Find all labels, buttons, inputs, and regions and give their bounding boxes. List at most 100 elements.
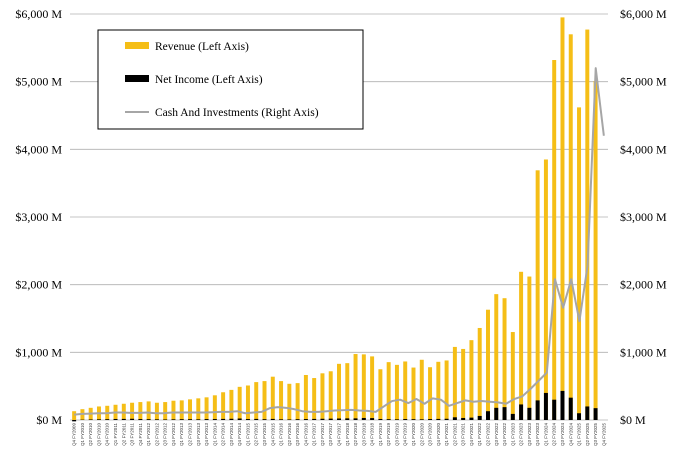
net-income-bar	[254, 418, 259, 420]
net-income-bar	[394, 419, 399, 420]
x-tick-label: Q1 FY2019	[378, 423, 383, 447]
x-tick-label: Q3 FY2019	[394, 423, 399, 447]
left-tick-label: $3,000 M	[15, 210, 62, 224]
x-tick-label: Q2 FY2018	[353, 423, 358, 447]
net-income-bar	[312, 418, 317, 420]
revenue-bar	[337, 363, 341, 420]
revenue-bar	[370, 356, 375, 420]
net-income-bar	[262, 419, 267, 420]
net-income-bar	[519, 404, 524, 420]
x-tick-label: Q2 FY2015	[254, 423, 259, 447]
right-tick-label: $1,000 M	[620, 345, 667, 359]
revenue-bar	[444, 360, 449, 420]
x-tick-label: Q4 FY2018	[370, 423, 375, 447]
left-tick-label: $4,000 M	[15, 142, 62, 156]
revenue-bar	[212, 395, 217, 420]
revenue-bar	[279, 381, 284, 420]
net-income-bar	[287, 419, 292, 420]
right-tick-label: $0 M	[620, 413, 646, 427]
left-tick-label: $2,000 M	[15, 278, 62, 292]
right-tick-label: $2,000 M	[620, 278, 667, 292]
revenue-bar	[154, 402, 159, 420]
revenue-bar	[394, 364, 399, 420]
x-tick-label: Q2 FY2012	[154, 423, 159, 447]
revenue-bar	[535, 170, 540, 420]
net-income-bar	[96, 419, 101, 420]
net-income-bar	[188, 419, 193, 420]
x-tick-label: Q1 FY2012	[146, 423, 151, 447]
net-income-bar	[452, 417, 457, 420]
revenue-bar	[428, 367, 433, 420]
revenue-bar	[494, 294, 499, 420]
net-income-bar	[477, 415, 482, 420]
net-income-bar	[428, 419, 433, 420]
net-income-bar	[279, 419, 284, 420]
net-income-bar	[552, 399, 557, 420]
net-income-bar	[229, 418, 234, 420]
net-income-bar	[237, 418, 242, 420]
net-income-bar	[121, 418, 126, 420]
x-tick-label: Q2 FY2024	[552, 423, 557, 447]
net-income-bar	[378, 418, 383, 420]
revenue-bar	[477, 327, 482, 420]
x-tick-label: Q1 FY2016	[279, 423, 284, 447]
x-tick-label: Q2 FY2010	[88, 423, 93, 447]
x-tick-label: Q2 FY2023	[519, 423, 524, 447]
net-income-bar	[88, 419, 93, 420]
revenue-bar	[386, 362, 391, 420]
x-tick-label: Q2 FY2020	[419, 423, 424, 447]
x-tick-label: Q1 FY2025	[577, 423, 582, 447]
left-axis-ticks: $0 M $1,000 M $2,000 M $3,000 M $4,000 M $5,0…	[15, 7, 62, 427]
x-tick-label: Q2 FY2022	[485, 423, 490, 447]
revenue-bar	[519, 271, 524, 420]
x-tick-label: Q1 FY2020	[411, 423, 416, 447]
x-tick-label: Q3 FY2022	[494, 423, 499, 447]
x-tick-label: Q3 FY2024	[560, 423, 565, 447]
x-tick-label: Q4 FY2012	[171, 423, 176, 447]
x-tick-label: Q1 FY2021	[444, 423, 449, 447]
legend-label-net-income: Net Income (Left Axis)	[155, 74, 263, 86]
net-income-bar	[196, 419, 201, 420]
net-income-bar	[361, 417, 366, 420]
left-tick-label: $6,000 M	[15, 7, 62, 21]
net-income-bar	[494, 407, 499, 420]
revenue-bar	[461, 348, 466, 420]
net-income-bar	[543, 392, 548, 420]
x-tick-label: Q3 FY2025	[593, 423, 598, 447]
net-income-bar	[461, 417, 466, 420]
revenue-bar	[245, 385, 250, 420]
x-tick-label: Q2 FY2016	[287, 423, 292, 447]
x-tick-label: Q2 FY2021	[452, 423, 457, 447]
x-tick-label: Q2 FY2019	[386, 423, 391, 447]
net-income-bar	[444, 418, 449, 420]
revenue-bar	[419, 359, 424, 420]
cash-line-path	[74, 67, 605, 416]
x-tick-label: Q2 FY2017	[320, 423, 325, 447]
net-income-bar	[171, 419, 176, 420]
net-income-bar	[113, 418, 118, 420]
net-income-bar	[328, 418, 333, 420]
x-tick-label: Q3 FY2015	[262, 423, 267, 447]
revenue-bar	[163, 402, 168, 420]
revenue-bar	[320, 373, 325, 420]
revenue-bar	[229, 389, 234, 420]
net-income-bar	[221, 418, 226, 420]
cash-line	[74, 67, 605, 416]
revenue-bar	[138, 402, 143, 420]
net-income-bar	[105, 419, 110, 420]
x-tick-label: Q3 FY2010	[96, 423, 101, 447]
net-income-bar	[386, 419, 391, 420]
x-tick-label: Q3 FY2017	[328, 423, 333, 447]
x-tick-label: Q3 FY2020	[428, 423, 433, 447]
net-income-bar	[502, 407, 507, 420]
net-income-bar	[72, 420, 77, 422]
net-income-bar	[130, 418, 135, 420]
revenue-bar	[485, 309, 490, 420]
revenue-bar	[378, 369, 383, 420]
x-tick-label: Q3 FY2016	[295, 423, 300, 447]
revenue-bar	[436, 361, 441, 420]
x-tick-label: Q2 FY2025	[585, 423, 590, 447]
revenue-bar	[502, 298, 507, 420]
x-tick-label: Q1 FY2013	[179, 423, 184, 447]
